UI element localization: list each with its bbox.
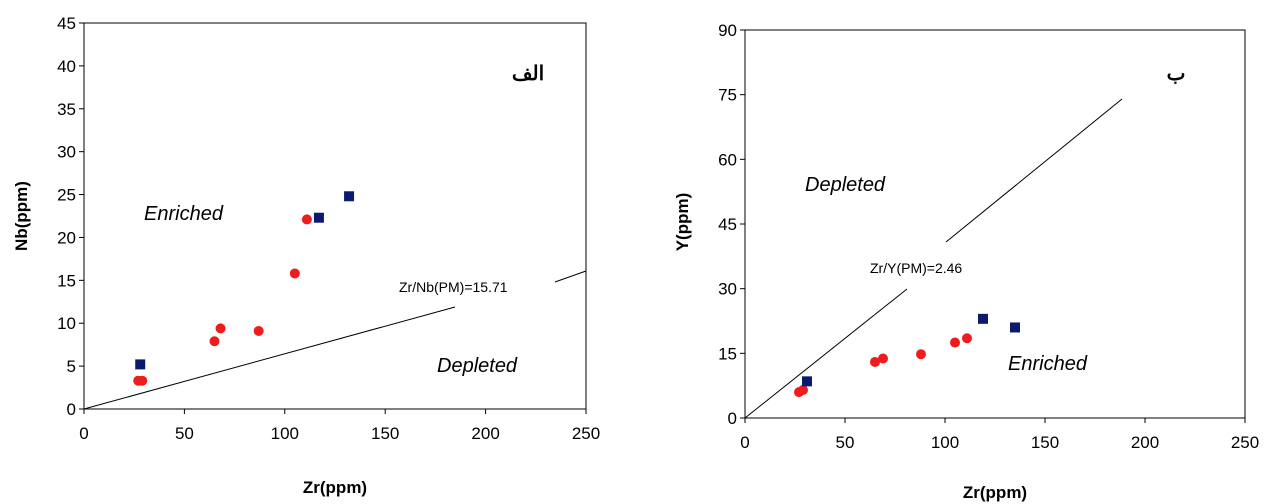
y-tick-label: 40 — [57, 57, 76, 76]
y-tick-label: 15 — [718, 344, 737, 363]
y-tick-label: 20 — [57, 228, 76, 247]
x-tick-label: 250 — [1231, 433, 1259, 452]
ref-line-seg-2 — [554, 270, 587, 283]
x-tick-label: 250 — [572, 424, 600, 443]
data-point-square — [344, 191, 355, 202]
data-point-square — [135, 359, 146, 370]
data-point-circle — [289, 268, 300, 279]
x-tick-label: 0 — [79, 424, 88, 443]
ref-line-y — [744, 98, 1123, 419]
x-ticks: 0 50 100 150 200 250 — [740, 418, 1259, 452]
y-tick-label: 45 — [57, 14, 76, 33]
data-point-square — [802, 376, 812, 387]
y-tick-label: 25 — [57, 186, 76, 205]
data-point-square — [978, 313, 988, 324]
y-axis-label: Y(ppm) — [673, 193, 692, 252]
ref-line-seg-2 — [945, 98, 1123, 243]
x-tick-label: 50 — [175, 424, 194, 443]
y-axis-label: Nb(ppm) — [12, 181, 31, 251]
data-point-circle — [950, 337, 960, 348]
region-upper: Enriched — [144, 203, 224, 225]
data-point-circle — [798, 384, 808, 395]
ratio-label: Zr/Nb(PM)=15.71 — [399, 279, 508, 295]
y-tick-label: 5 — [67, 357, 76, 376]
panel-tag: ب — [1167, 63, 1186, 85]
x-tick-label: 100 — [271, 424, 299, 443]
x-tick-label: 100 — [931, 433, 959, 452]
data-point-square — [313, 212, 324, 223]
y-tick-label: 75 — [718, 86, 737, 105]
region-upper: Depleted — [805, 174, 886, 196]
data-point-circle — [301, 214, 312, 225]
y-tick-label: 0 — [728, 409, 737, 428]
data-point-circle — [209, 336, 220, 347]
x-tick-label: 150 — [1031, 433, 1059, 452]
x-ticks: 0 50 100 150 200 250 — [79, 409, 600, 443]
ref-line-nb — [83, 270, 587, 410]
x-tick-label: 200 — [471, 424, 499, 443]
y-tick-label: 30 — [718, 280, 737, 299]
y-ticks: 0 15 30 45 60 75 90 — [718, 21, 745, 428]
x-axis-label: Zr(ppm) — [963, 483, 1027, 502]
y-tick-label: 60 — [718, 150, 737, 169]
data-point-circle — [137, 375, 148, 386]
data-point-circle — [215, 323, 226, 334]
ref-line-seg-1 — [744, 288, 908, 419]
plot-frame — [83, 22, 587, 410]
data-point-circle — [870, 356, 880, 367]
panel-tag: الف — [512, 63, 544, 85]
x-tick-label: 200 — [1131, 433, 1159, 452]
points — [794, 313, 1020, 398]
y-tick-label: 35 — [57, 100, 76, 119]
y-tick-label: 0 — [67, 400, 76, 419]
y-tick-label: 15 — [57, 271, 76, 290]
x-axis-label: Zr(ppm) — [303, 478, 367, 497]
region-lower: Depleted — [437, 355, 518, 377]
region-lower: Enriched — [1008, 353, 1088, 375]
y-tick-label: 45 — [718, 215, 737, 234]
chart-panel-alef: 0 50 100 150 200 250 0 5 10 15 20 25 30 35 40 45 الف E… — [12, 14, 600, 497]
chart-panel-beh: 0 50 100 150 200 250 0 15 30 45 60 75 90 ب Depleted… — [673, 21, 1259, 502]
data-point-circle — [916, 349, 926, 360]
y-tick-label: 90 — [718, 21, 737, 40]
data-point-circle — [253, 325, 264, 336]
x-tick-label: 0 — [740, 433, 749, 452]
ratio-label: Zr/Y(PM)=2.46 — [870, 260, 962, 276]
y-tick-label: 10 — [57, 314, 76, 333]
points — [133, 191, 355, 386]
y-ticks: 0 5 10 15 20 25 30 35 40 45 — [57, 14, 84, 419]
x-tick-label: 150 — [371, 424, 399, 443]
y-tick-label: 30 — [57, 143, 76, 162]
data-point-square — [1010, 322, 1020, 333]
x-tick-label: 50 — [836, 433, 855, 452]
ref-line-seg-1 — [83, 306, 456, 410]
data-point-circle — [878, 353, 888, 364]
plot-frame — [744, 29, 1246, 419]
data-point-circle — [962, 333, 972, 344]
